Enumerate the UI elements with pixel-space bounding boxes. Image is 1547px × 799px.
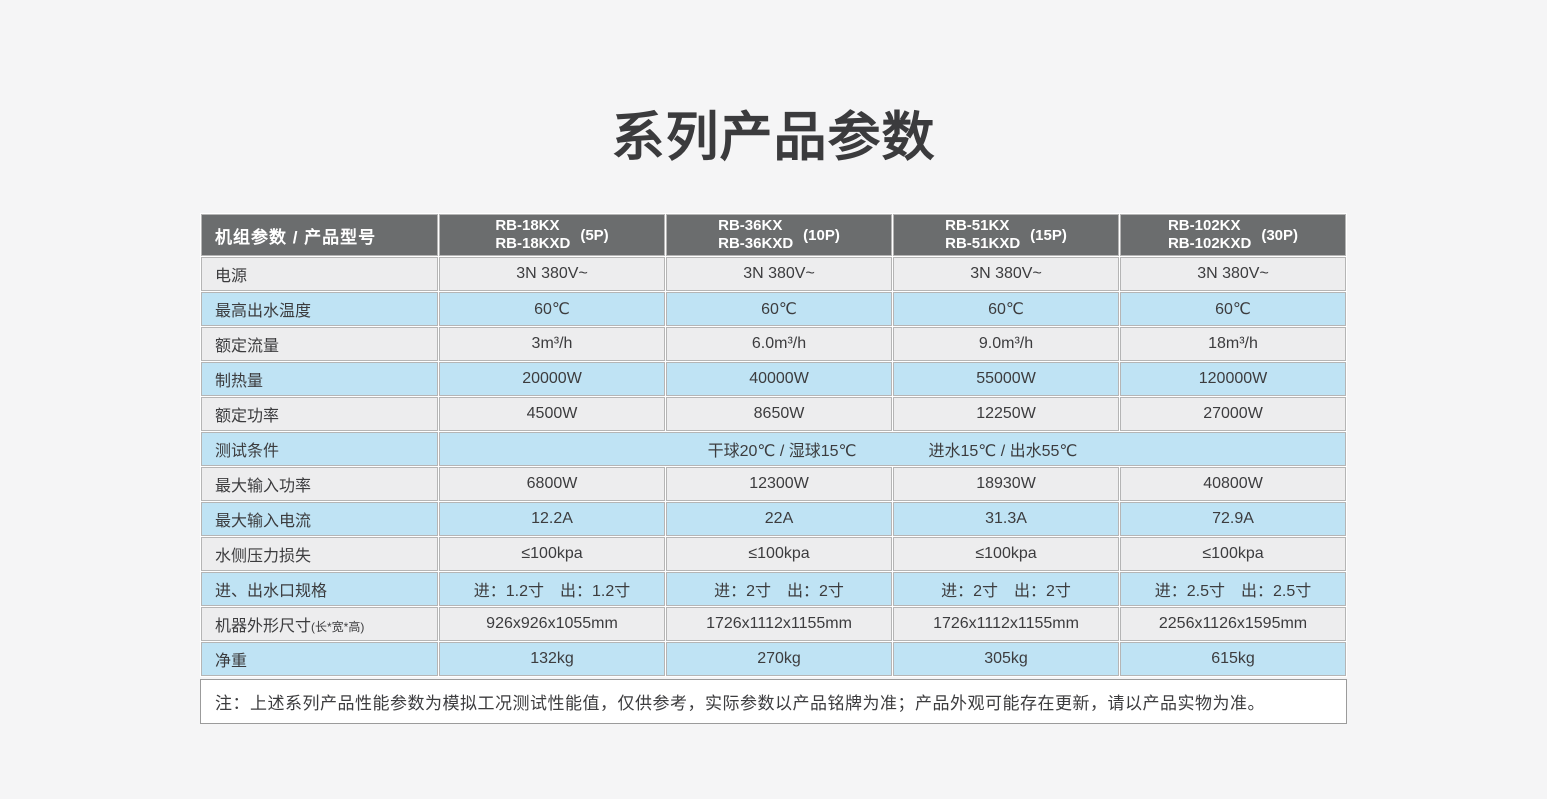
- table-row: 进、出水口规格 进：1.2寸 出：1.2寸 进：2寸 出：2寸 进：2寸 出：2寸 进：…: [201, 572, 1346, 606]
- value-cell: 120000W: [1120, 362, 1346, 396]
- span-value-cell: 干球20℃ / 湿球15℃ 进水15℃ / 出水55℃: [439, 432, 1346, 466]
- model-horsepower: (5P): [580, 226, 609, 244]
- spec-table-body: 电源 3N 380V~ 3N 380V~ 3N 380V~ 3N 380V~ 最高出水温度…: [201, 257, 1346, 676]
- table-row: 测试条件 干球20℃ / 湿球15℃ 进水15℃ / 出水55℃: [201, 432, 1346, 466]
- value-cell: 270kg: [666, 642, 892, 676]
- row-label: 最大输入电流: [201, 502, 438, 536]
- value-cell: 18930W: [893, 467, 1119, 501]
- value-cell: 进：1.2寸 出：1.2寸: [439, 572, 665, 606]
- value-cell: 60℃: [439, 292, 665, 326]
- row-label: 电源: [201, 257, 438, 291]
- spec-table-head: 机组参数 / 产品型号 RB-18KX RB-18KXD (5P) RB-36KX RB…: [201, 214, 1346, 256]
- table-row: 水侧压力损失 ≤100kpa ≤100kpa ≤100kpa ≤100kpa: [201, 537, 1346, 571]
- test-condition-segment: 干球20℃ / 湿球15℃: [707, 443, 857, 460]
- model-horsepower: (15P): [1030, 226, 1067, 244]
- value-cell: 3N 380V~: [893, 257, 1119, 291]
- model-name: RB-18KX RB-18KXD: [495, 216, 571, 252]
- value-cell: 27000W: [1120, 397, 1346, 431]
- model-name: RB-102KX RB-102KXD: [1167, 216, 1252, 252]
- row-label: 机器外形尺寸(长*宽*高): [201, 607, 438, 641]
- value-cell: 进：2寸 出：2寸: [666, 572, 892, 606]
- table-row: 额定流量 3m³/h 6.0m³/h 9.0m³/h 18m³/h: [201, 327, 1346, 361]
- value-cell: 60℃: [1120, 292, 1346, 326]
- table-row: 最大输入电流 12.2A 22A 31.3A 72.9A: [201, 502, 1346, 536]
- value-cell: 3N 380V~: [1120, 257, 1346, 291]
- value-cell: 55000W: [893, 362, 1119, 396]
- model-header-cell: RB-36KX RB-36KXD (10P): [666, 214, 892, 256]
- value-cell: 615kg: [1120, 642, 1346, 676]
- model-name: RB-51KX RB-51KXD: [945, 216, 1021, 252]
- value-cell: 926x926x1055mm: [439, 607, 665, 641]
- value-cell: ≤100kpa: [893, 537, 1119, 571]
- value-cell: 305kg: [893, 642, 1119, 676]
- model-horsepower: (10P): [803, 226, 840, 244]
- value-cell: ≤100kpa: [1120, 537, 1346, 571]
- row-label: 净重: [201, 642, 438, 676]
- value-cell: 22A: [666, 502, 892, 536]
- header-row: 机组参数 / 产品型号 RB-18KX RB-18KXD (5P) RB-36KX RB…: [201, 214, 1346, 256]
- row-label: 水侧压力损失: [201, 537, 438, 571]
- value-cell: 60℃: [666, 292, 892, 326]
- note-box: 注：上述系列产品性能参数为模拟工况测试性能值，仅供参考，实际参数以产品铭牌为准；…: [200, 679, 1347, 724]
- page-title: 系列产品参数: [611, 108, 936, 167]
- value-cell: 132kg: [439, 642, 665, 676]
- value-cell: ≤100kpa: [439, 537, 665, 571]
- value-cell: 3N 380V~: [666, 257, 892, 291]
- value-cell: 12.2A: [439, 502, 665, 536]
- value-cell: 3N 380V~: [439, 257, 665, 291]
- value-cell: 1726x1112x1155mm: [893, 607, 1119, 641]
- row-label: 制热量: [201, 362, 438, 396]
- value-cell: 进：2.5寸 出：2.5寸: [1120, 572, 1346, 606]
- model-header-cell: RB-102KX RB-102KXD (30P): [1120, 214, 1346, 256]
- value-cell: 12300W: [666, 467, 892, 501]
- row-label: 额定功率: [201, 397, 438, 431]
- row-label: 最高出水温度: [201, 292, 438, 326]
- value-cell: 6.0m³/h: [666, 327, 892, 361]
- value-cell: 8650W: [666, 397, 892, 431]
- table-row: 最高出水温度 60℃ 60℃ 60℃ 60℃: [201, 292, 1346, 326]
- test-condition-segment: 进水15℃ / 出水55℃: [928, 443, 1078, 460]
- table-row: 额定功率 4500W 8650W 12250W 27000W: [201, 397, 1346, 431]
- value-cell: 20000W: [439, 362, 665, 396]
- row-label: 最大输入功率: [201, 467, 438, 501]
- table-row: 净重 132kg 270kg 305kg 615kg: [201, 642, 1346, 676]
- value-cell: 9.0m³/h: [893, 327, 1119, 361]
- model-horsepower: (30P): [1261, 226, 1299, 244]
- row-label-small: (长*宽*高): [311, 620, 365, 634]
- value-cell: 12250W: [893, 397, 1119, 431]
- table-row: 电源 3N 380V~ 3N 380V~ 3N 380V~ 3N 380V~: [201, 257, 1346, 291]
- value-cell: 1726x1112x1155mm: [666, 607, 892, 641]
- value-cell: 6800W: [439, 467, 665, 501]
- spec-table-container: 机组参数 / 产品型号 RB-18KX RB-18KXD (5P) RB-36KX RB…: [200, 213, 1347, 724]
- model-name: RB-36KX RB-36KXD: [718, 216, 794, 252]
- value-cell: 60℃: [893, 292, 1119, 326]
- value-cell: 18m³/h: [1120, 327, 1346, 361]
- row-label: 测试条件: [201, 432, 438, 466]
- page: 系列产品参数 机组参数 / 产品型号 RB-18KX RB-18KXD (5P) RB…: [200, 108, 1347, 724]
- table-row: 机器外形尺寸(长*宽*高) 926x926x1055mm 1726x1112x115…: [201, 607, 1346, 641]
- row-label: 进、出水口规格: [201, 572, 438, 606]
- value-cell: 4500W: [439, 397, 665, 431]
- note-text: 注：上述系列产品性能参数为模拟工况测试性能值，仅供参考，实际参数以产品铭牌为准；…: [215, 694, 1265, 713]
- table-row: 最大输入功率 6800W 12300W 18930W 40800W: [201, 467, 1346, 501]
- value-cell: 2256x1126x1595mm: [1120, 607, 1346, 641]
- model-header-cell: RB-51KX RB-51KXD (15P): [893, 214, 1119, 256]
- value-cell: 进：2寸 出：2寸: [893, 572, 1119, 606]
- row-label: 额定流量: [201, 327, 438, 361]
- model-header-cell: RB-18KX RB-18KXD (5P): [439, 214, 665, 256]
- value-cell: 40000W: [666, 362, 892, 396]
- table-row: 制热量 20000W 40000W 55000W 120000W: [201, 362, 1346, 396]
- value-cell: 40800W: [1120, 467, 1346, 501]
- value-cell: 72.9A: [1120, 502, 1346, 536]
- value-cell: 31.3A: [893, 502, 1119, 536]
- value-cell: ≤100kpa: [666, 537, 892, 571]
- spec-table: 机组参数 / 产品型号 RB-18KX RB-18KXD (5P) RB-36KX RB…: [200, 213, 1347, 677]
- param-header-cell: 机组参数 / 产品型号: [201, 214, 438, 256]
- value-cell: 3m³/h: [439, 327, 665, 361]
